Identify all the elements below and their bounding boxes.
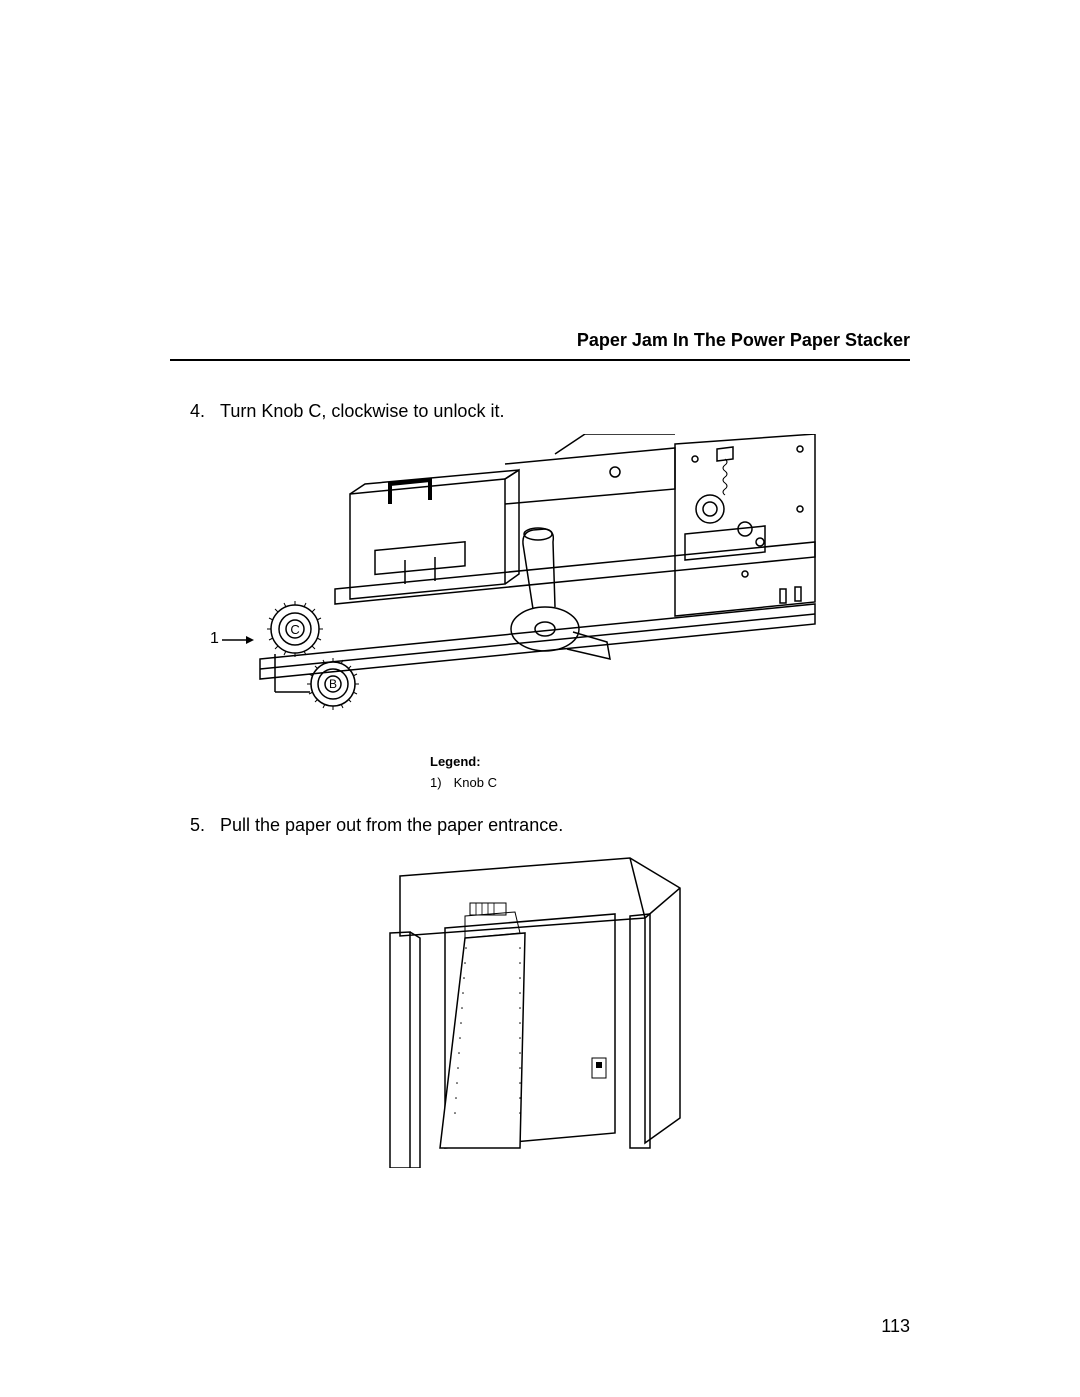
instruction-step: 5. Pull the paper out from the paper ent… [170,815,910,836]
figure-legend: Legend: 1) Knob C [430,754,910,790]
callout-arrow-icon [222,634,254,646]
legend-item-number: 1) [430,775,450,790]
callout-label: 1 [210,630,219,648]
svg-text:C: C [290,622,299,637]
svg-text:B: B [329,677,337,691]
figure-knob-mechanism: 1 [200,434,910,744]
section-header: Paper Jam In The Power Paper Stacker [170,330,910,361]
page-number: 113 [881,1316,910,1337]
figure-paper-entrance [370,848,910,1178]
paper-entrance-diagram-icon [370,848,700,1168]
step-number: 5. [170,815,220,836]
document-page: Paper Jam In The Power Paper Stacker 4. … [0,0,1080,1397]
legend-item: 1) Knob C [430,775,910,790]
legend-title: Legend: [430,754,910,769]
step-text: Pull the paper out from the paper entran… [220,815,910,836]
instruction-step: 4. Turn Knob C, clockwise to unlock it. [170,401,910,422]
step-number: 4. [170,401,220,422]
step-text: Turn Knob C, clockwise to unlock it. [220,401,910,422]
mechanism-diagram-icon: C B [255,434,820,734]
legend-item-label: Knob C [454,775,497,790]
